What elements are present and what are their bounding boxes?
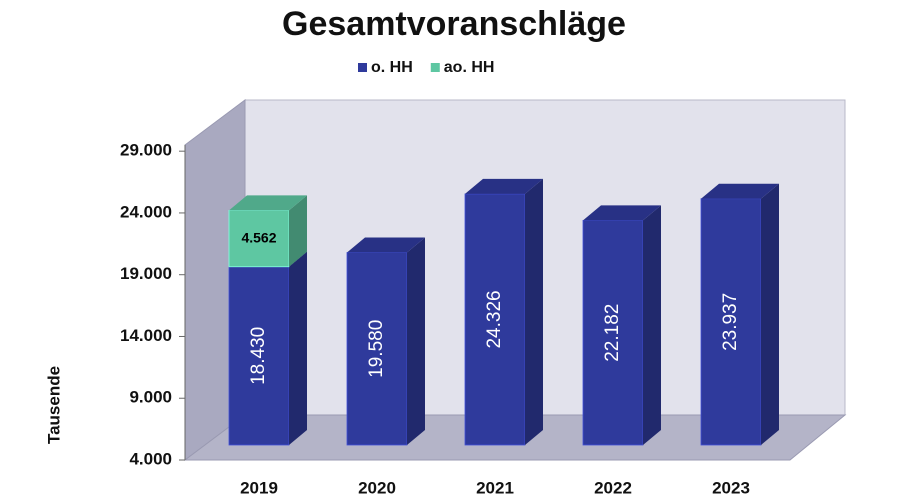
y-tick-label: 19.000	[120, 264, 172, 283]
x-tick-label: 2020	[358, 478, 396, 497]
bar	[582, 219, 644, 446]
y-axis-label: Tausende	[44, 366, 63, 444]
bar-side	[761, 183, 779, 445]
bar-side	[525, 178, 543, 445]
bar-side	[289, 251, 307, 445]
bar-top	[347, 237, 425, 253]
y-tick-label: 4.000	[129, 449, 172, 468]
bar-side	[643, 205, 661, 445]
bar-top	[465, 178, 543, 194]
bar-side	[289, 195, 307, 267]
bar-side	[407, 237, 425, 445]
legend-label: o. HH	[371, 59, 413, 76]
value-label: 18.430	[248, 327, 269, 385]
value-label: 23.937	[720, 293, 741, 351]
y-tick-label: 9.000	[129, 388, 172, 407]
y-tick-label: 14.000	[120, 326, 172, 345]
value-label: 4.562	[241, 229, 276, 245]
legend-swatch	[358, 63, 367, 72]
value-label: 24.326	[484, 290, 505, 348]
bar-top	[701, 183, 779, 199]
x-tick-label: 2019	[240, 478, 278, 497]
bar	[346, 252, 408, 446]
x-tick-label: 2021	[476, 478, 514, 497]
legend-label: ao. HH	[444, 59, 495, 76]
value-label: 19.580	[366, 320, 387, 378]
legend-swatch	[430, 63, 440, 72]
x-tick-label: 2022	[594, 478, 632, 497]
chart-title: Gesamtvoranschläge	[282, 5, 626, 43]
value-label: 22.182	[602, 304, 623, 362]
y-tick-label: 24.000	[120, 202, 172, 221]
bar-top	[229, 195, 307, 211]
x-tick-label: 2023	[712, 478, 750, 497]
bar	[464, 193, 526, 446]
bar	[228, 266, 290, 446]
y-tick-label: 29.000	[120, 141, 172, 160]
bar-top	[583, 205, 661, 221]
